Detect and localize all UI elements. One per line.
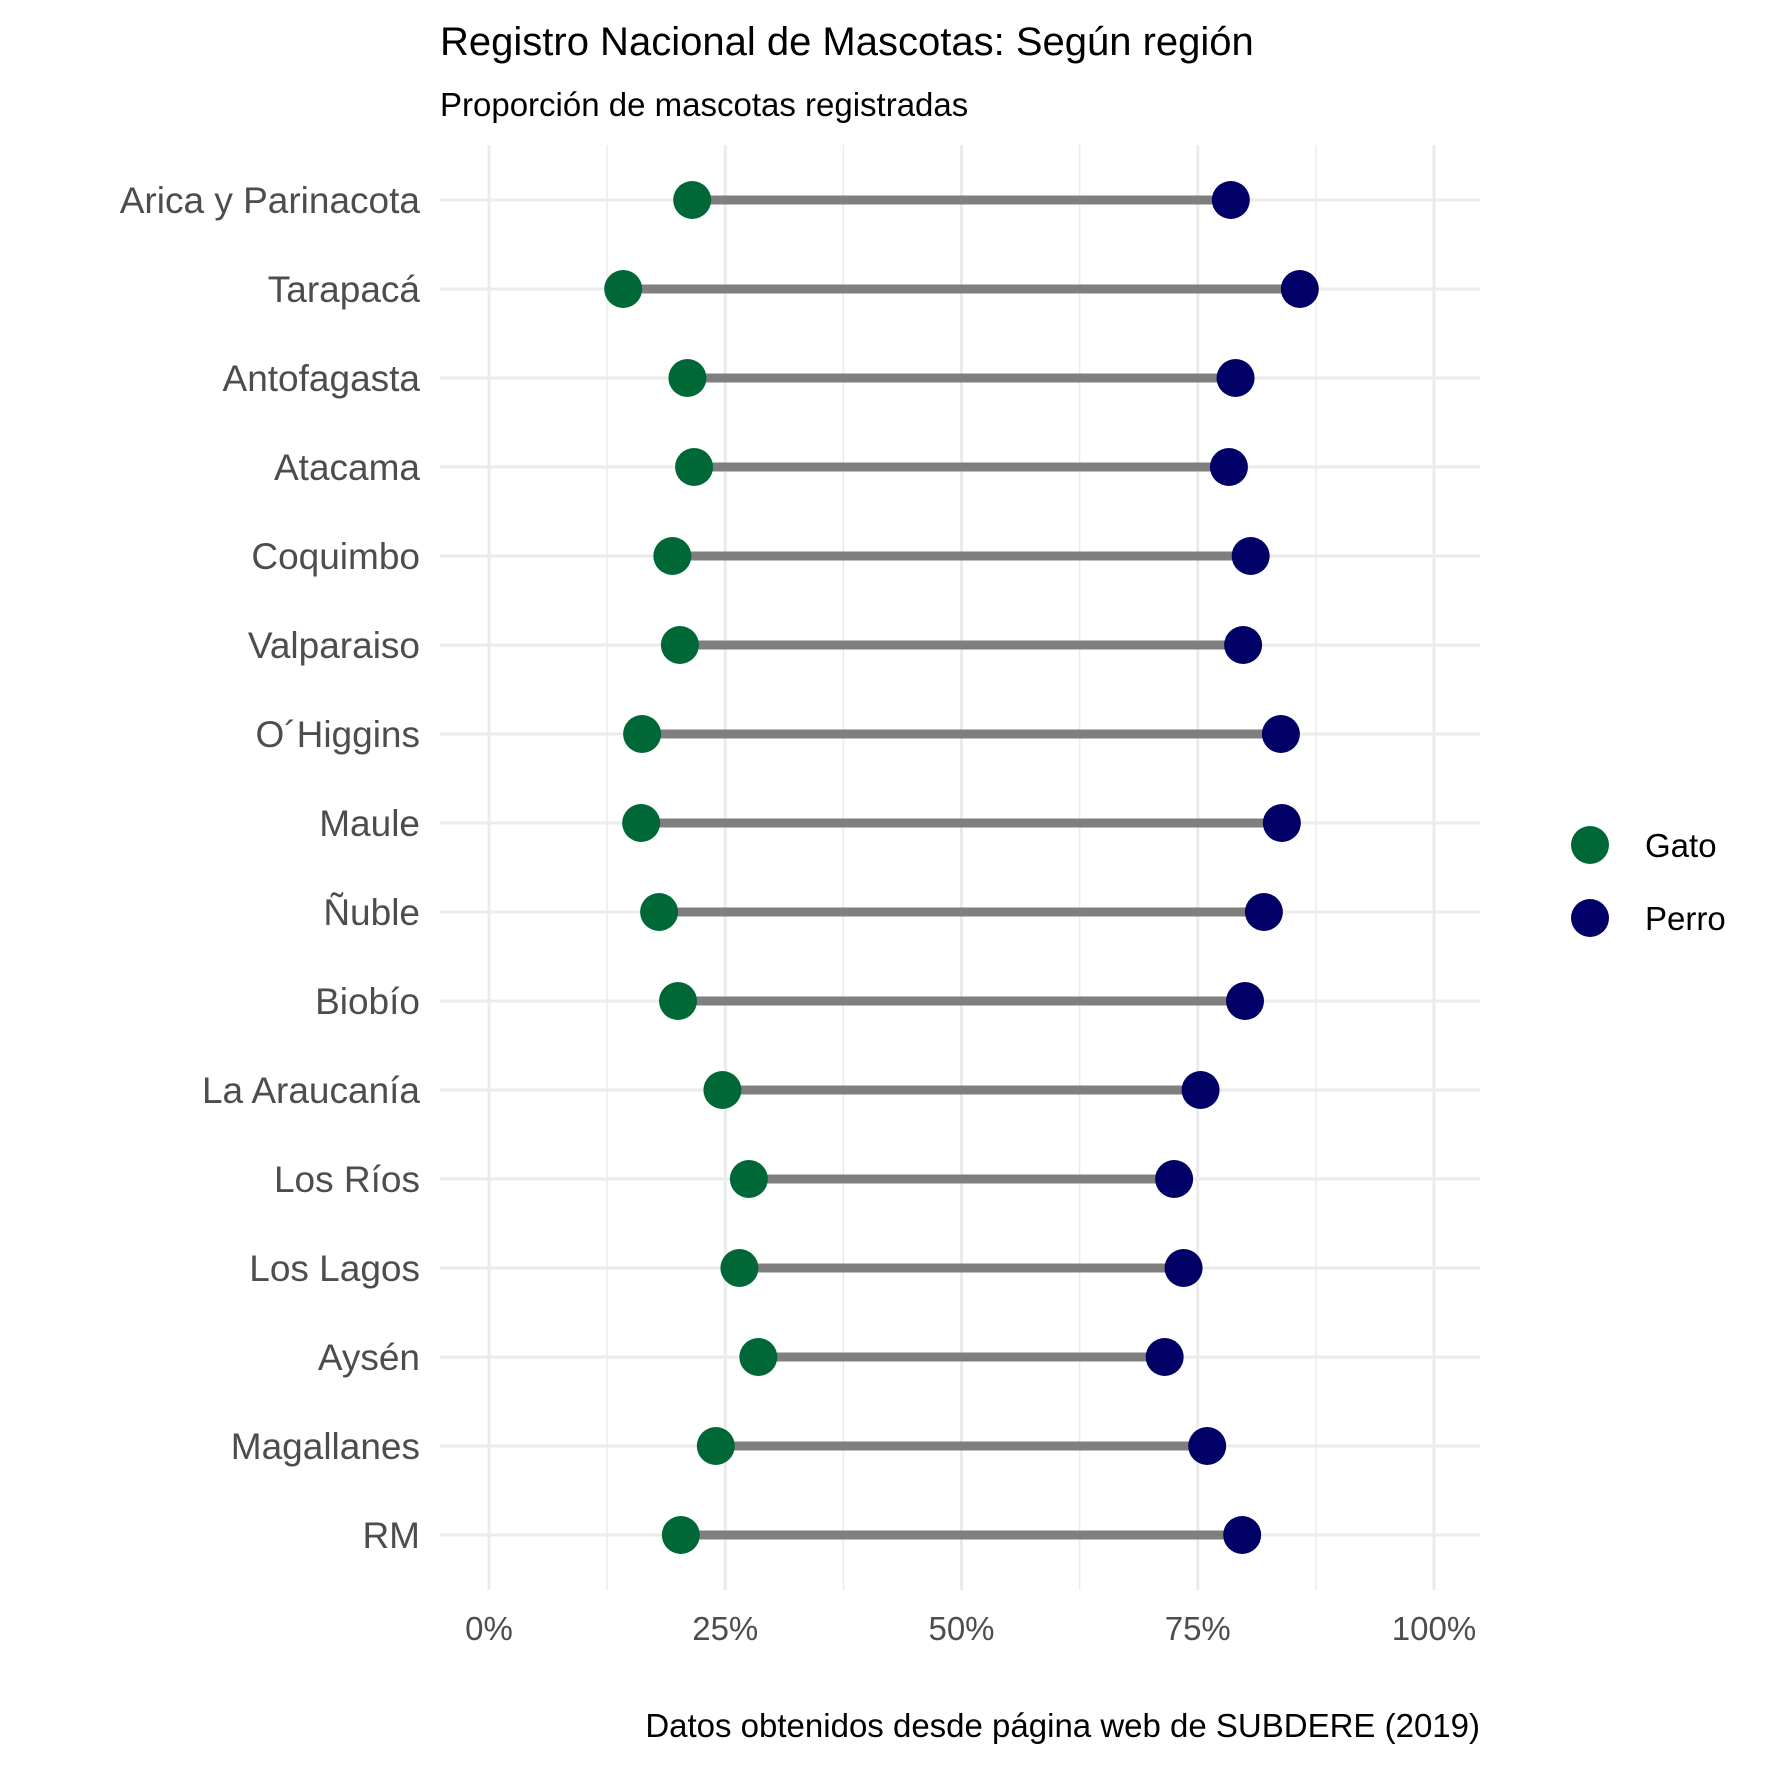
- perro-point: [1261, 715, 1300, 753]
- category-label: RM: [362, 1515, 420, 1556]
- category-label: Magallanes: [231, 1426, 420, 1467]
- x-tick-label: 100%: [1392, 1610, 1476, 1647]
- perro-point: [1280, 270, 1319, 308]
- gato-point: [622, 804, 661, 842]
- x-tick-label: 75%: [1165, 1610, 1231, 1647]
- category-axis: Arica y Parinacota Tarapacá Antofagasta Ata…: [120, 180, 421, 1556]
- gato-point: [604, 270, 643, 308]
- legend-label: Perro: [1645, 900, 1726, 937]
- perro-point: [1223, 1516, 1262, 1554]
- segment-layer: [623, 195, 1300, 1540]
- grid-layer: [440, 145, 1480, 1590]
- x-tick-label: 25%: [692, 1610, 758, 1647]
- gato-point: [703, 1071, 742, 1109]
- legend-key-perro: [1571, 899, 1609, 937]
- perro-point: [1211, 181, 1250, 219]
- gato-point: [673, 181, 712, 219]
- gato-point: [720, 1249, 759, 1287]
- legend: Gato Perro: [1571, 826, 1726, 937]
- gato-point: [739, 1338, 778, 1376]
- point-layer: [604, 181, 1319, 1554]
- legend-key-gato: [1571, 826, 1609, 864]
- category-label: Coquimbo: [251, 536, 420, 577]
- perro-point: [1262, 804, 1301, 842]
- gato-point: [729, 1160, 768, 1198]
- x-axis: 0% 25% 50% 75% 100%: [465, 1610, 1476, 1647]
- chart-title: Registro Nacional de Mascotas: Según reg…: [440, 20, 1254, 64]
- category-label: Atacama: [274, 447, 420, 488]
- chart-subtitle: Proporción de mascotas registradas: [440, 86, 968, 123]
- category-label: Ñuble: [323, 892, 420, 933]
- perro-point: [1244, 893, 1283, 931]
- perro-point: [1155, 1160, 1194, 1198]
- perro-point: [1188, 1427, 1227, 1465]
- perro-point: [1145, 1338, 1184, 1376]
- category-label: Tarapacá: [268, 269, 421, 310]
- gato-point: [660, 626, 699, 664]
- legend-label: Gato: [1645, 827, 1717, 864]
- x-tick-label: 50%: [928, 1610, 994, 1647]
- gato-point: [661, 1516, 700, 1554]
- category-label: Los Lagos: [249, 1248, 420, 1289]
- perro-point: [1209, 448, 1248, 486]
- category-label: La Araucanía: [202, 1070, 420, 1111]
- gato-point: [653, 537, 692, 575]
- gato-point: [623, 715, 662, 753]
- category-label: Aysén: [318, 1337, 420, 1378]
- category-label: Los Ríos: [274, 1159, 420, 1200]
- gato-point: [640, 893, 679, 931]
- perro-point: [1181, 1071, 1220, 1109]
- perro-point: [1224, 626, 1263, 664]
- category-label: O´Higgins: [256, 714, 421, 755]
- gato-point: [696, 1427, 735, 1465]
- category-label: Valparaiso: [248, 625, 420, 666]
- category-label: Antofagasta: [223, 358, 421, 399]
- perro-point: [1226, 982, 1264, 1020]
- perro-point: [1164, 1249, 1203, 1287]
- category-label: Biobío: [315, 981, 420, 1022]
- perro-point: [1231, 537, 1270, 575]
- category-label: Maule: [319, 803, 420, 844]
- x-tick-label: 0%: [465, 1610, 513, 1647]
- gato-point: [675, 448, 714, 486]
- gato-point: [659, 982, 697, 1020]
- gato-point: [668, 359, 707, 397]
- perro-point: [1216, 359, 1255, 397]
- category-label: Arica y Parinacota: [120, 180, 421, 221]
- chart-caption: Datos obtenidos desde página web de SUBD…: [645, 1707, 1480, 1744]
